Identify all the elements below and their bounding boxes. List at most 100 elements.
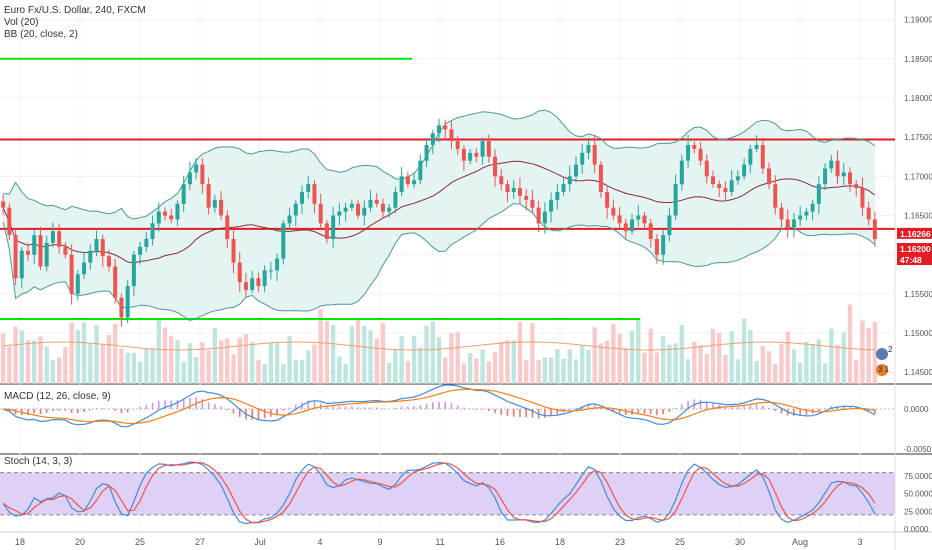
- candle-body: [356, 203, 361, 216]
- macd-histogram-bar: [89, 409, 92, 411]
- volume-bar: [717, 332, 722, 384]
- volume-bar: [137, 361, 143, 384]
- volume-bar: [436, 337, 442, 384]
- time-tick-label: Aug: [792, 537, 808, 547]
- candle-body: [268, 270, 273, 272]
- candle-body: [785, 219, 790, 228]
- time-axis[interactable]: 18 20 25 27 Jul 4 9 11 16 18 23 25 30 Aug 3: [15, 537, 863, 547]
- macd-histogram-bar: [101, 407, 104, 409]
- candle-body: [380, 203, 385, 212]
- candle-body: [710, 176, 715, 185]
- candle-body: [13, 235, 18, 279]
- price-tick-label: 1.18500: [904, 55, 932, 64]
- events-marker-count: 3 1: [878, 365, 890, 374]
- volume-bar: [393, 350, 398, 384]
- volume-bar: [200, 342, 205, 384]
- time-tick-label: 11: [435, 537, 444, 547]
- volume-bar: [13, 326, 18, 384]
- volume-bar: [816, 339, 822, 384]
- candle-body: [698, 148, 703, 161]
- volume-bar: [866, 328, 871, 384]
- macd-histogram-bar: [818, 409, 820, 411]
- candle-body: [237, 262, 242, 283]
- volume-bar: [193, 356, 199, 384]
- volume-bar: [312, 344, 317, 384]
- candle-body: [430, 133, 435, 145]
- candle-body: [555, 192, 560, 200]
- candle-body: [486, 141, 491, 157]
- macd-histogram-bar: [207, 402, 210, 409]
- volume-bar: [337, 356, 342, 384]
- chart-title[interactable]: Euro Fx/U.S. Dollar, 240, FXCM: [4, 5, 146, 16]
- volume-bar: [100, 344, 105, 384]
- macd-histogram-bar: [232, 409, 235, 414]
- macd-histogram-bar: [108, 408, 110, 409]
- volume-bar: [237, 337, 242, 384]
- countdown-badge-bg: [897, 254, 932, 266]
- macd-histogram-bar: [431, 402, 434, 409]
- candle-body: [804, 211, 809, 216]
- macd-label[interactable]: MACD (12, 26, close, 9): [4, 391, 111, 402]
- volume-bar: [368, 330, 373, 384]
- macd-histogram-bar: [33, 409, 36, 414]
- volume-bar: [511, 340, 516, 384]
- horizontal-levels[interactable]: [0, 57, 895, 320]
- volume-bar: [611, 323, 616, 384]
- macd-histogram-bar: [749, 405, 752, 409]
- volume-bar: [530, 323, 535, 384]
- macd-histogram-bar: [282, 409, 285, 411]
- macd-histogram-bar: [762, 405, 764, 409]
- study-volume[interactable]: Vol (20): [4, 17, 39, 28]
- volume-bar: [872, 322, 878, 384]
- volume-bar: [455, 332, 460, 384]
- candle-body: [773, 184, 778, 208]
- candle-body: [872, 219, 877, 240]
- volume-bar: [387, 363, 392, 384]
- earnings-marker-icon[interactable]: [876, 348, 888, 360]
- time-tick-label: 25: [135, 537, 145, 547]
- macd-histogram-bar: [712, 403, 714, 409]
- price-axis[interactable]: 1.19000 1.18500 1.18000 1.17500 1.17000 1.165…: [904, 16, 932, 534]
- macd-histogram-bar: [251, 409, 253, 420]
- macd-histogram-bar: [593, 404, 596, 409]
- volume-bar: [474, 358, 479, 384]
- macd-histogram-bar: [674, 408, 677, 409]
- candle-body: [374, 199, 379, 204]
- events-marker-icon[interactable]: [876, 364, 888, 376]
- volume-bar: [555, 349, 560, 384]
- candle-body: [592, 144, 597, 165]
- time-tick-label: 25: [675, 537, 685, 547]
- price-tick-label: 1.18000: [904, 94, 932, 103]
- candle-body: [542, 211, 547, 224]
- candle-body: [225, 215, 230, 240]
- volume-bar: [804, 341, 809, 384]
- time-tick-label: 27: [195, 537, 205, 547]
- volume-bar: [741, 318, 747, 384]
- macd-panel: [0, 384, 895, 428]
- volume-bar: [692, 341, 697, 384]
- volume-bar: [380, 322, 386, 384]
- macd-histogram-bar: [83, 409, 85, 412]
- macd-histogram-bar: [288, 407, 291, 409]
- volume-bar: [617, 333, 622, 384]
- stoch-label[interactable]: Stoch (14, 3, 3): [4, 456, 73, 467]
- study-bollinger[interactable]: BB (20, close, 2): [4, 29, 78, 40]
- candle-body: [630, 219, 635, 232]
- event-markers[interactable]: 2 3 1: [876, 345, 893, 376]
- volume-bar: [287, 336, 292, 384]
- macd-histogram-bar: [27, 409, 29, 416]
- volume-bar: [729, 331, 734, 384]
- macd-histogram-bar: [662, 409, 664, 415]
- volume-bar: [206, 350, 211, 384]
- candle-body: [866, 207, 871, 220]
- volume-bar: [523, 359, 529, 384]
- volume-bar: [324, 320, 330, 384]
- volume-bar: [418, 347, 423, 384]
- volume-bar: [156, 320, 161, 384]
- candle-body: [455, 141, 460, 149]
- candle-body: [19, 250, 24, 279]
- candle-body: [505, 184, 510, 192]
- macd-histogram-bar: [77, 409, 79, 414]
- macd-histogram-bar: [867, 409, 870, 412]
